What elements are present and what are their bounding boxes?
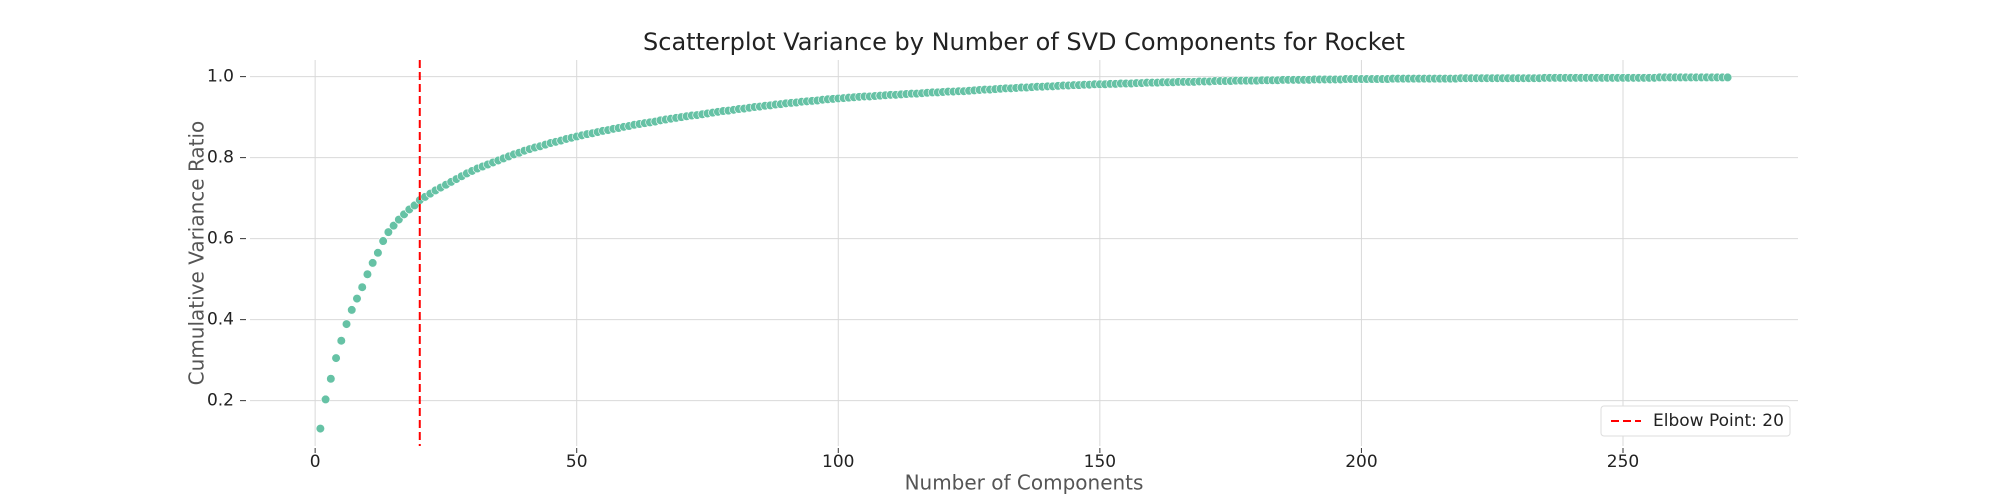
data-point: [331, 353, 341, 363]
x-tick-label: 250: [1607, 452, 1639, 472]
legend-box: [1600, 405, 1791, 437]
chart-title: Scatterplot Variance by Number of SVD Co…: [643, 28, 1405, 56]
data-point: [357, 282, 367, 292]
x-tick-label: 50: [566, 452, 588, 472]
data-point: [341, 319, 352, 329]
x-tick-label: 200: [1345, 452, 1377, 472]
data-point: [389, 221, 399, 231]
data-point: [320, 394, 331, 405]
data-point: [1723, 72, 1733, 83]
y-tick-label: 0.8: [207, 148, 234, 168]
data-point: [315, 423, 325, 434]
x-tick-label: 0: [310, 452, 321, 472]
y-axis-label: Cumulative Variance Ratio: [185, 121, 209, 386]
y-tick-label: 1.0: [207, 67, 234, 87]
data-point: [336, 336, 346, 346]
data-point: [373, 248, 383, 258]
data-point: [378, 236, 388, 246]
x-axis-label: Number of Components: [905, 471, 1144, 495]
x-tick-label: 100: [822, 452, 854, 472]
y-tick-label: 0.6: [207, 229, 234, 249]
y-tick-label: 0.4: [207, 310, 234, 330]
legend-label: Elbow Point: 20: [1653, 411, 1784, 431]
data-point: [326, 374, 336, 384]
data-point: [362, 269, 373, 279]
data-point: [368, 258, 378, 268]
data-point: [347, 305, 357, 315]
data-point: [383, 227, 393, 237]
x-tick-label: 150: [1084, 452, 1116, 472]
data-point: [352, 293, 362, 304]
y-tick-label: 0.2: [207, 391, 234, 411]
